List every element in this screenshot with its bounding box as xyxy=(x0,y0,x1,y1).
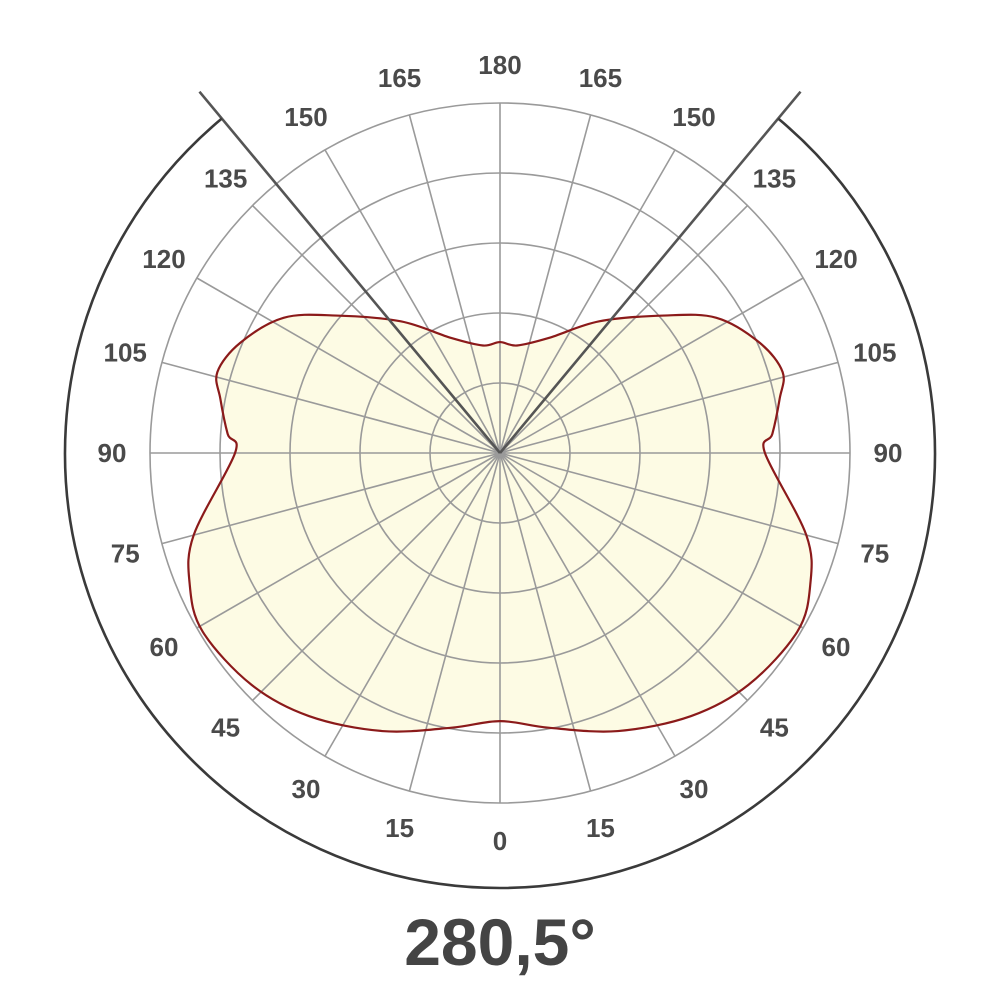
angle-tick-label: 150 xyxy=(672,102,715,132)
angle-tick-label: 135 xyxy=(753,164,796,194)
angle-tick-label: 165 xyxy=(378,63,421,93)
angle-tick-label: 90 xyxy=(98,438,127,468)
grid-spoke xyxy=(499,204,749,454)
angle-tick-label: 90 xyxy=(874,438,903,468)
grid-spoke xyxy=(408,452,501,792)
angle-tick-label: 150 xyxy=(284,102,327,132)
angle-tick-label: 45 xyxy=(760,712,789,742)
grid-spoke xyxy=(408,114,501,454)
angle-tick-label: 30 xyxy=(680,774,709,804)
beam-angle-line xyxy=(198,90,501,454)
grid-spoke xyxy=(324,149,501,454)
angle-tick-label: 60 xyxy=(822,632,851,662)
angle-tick-label: 165 xyxy=(579,63,622,93)
angle-tick-label: 30 xyxy=(292,774,321,804)
angle-tick-label: 75 xyxy=(860,538,889,568)
grid-spoke xyxy=(499,452,749,702)
angle-tick-label: 45 xyxy=(211,712,240,742)
grid-spoke xyxy=(499,452,592,792)
angle-tick-label: 120 xyxy=(814,244,857,274)
grid-spoke xyxy=(251,204,501,454)
angle-tick-label: 75 xyxy=(111,538,140,568)
grid-spoke xyxy=(161,452,501,545)
grid-spoke xyxy=(196,452,501,629)
grid-spoke xyxy=(499,149,676,454)
grid-spoke xyxy=(499,452,839,545)
angle-tick-label: 15 xyxy=(586,813,615,843)
intensity-curve xyxy=(187,313,813,733)
angle-tick-label: 180 xyxy=(478,50,521,80)
grid-spoke xyxy=(161,361,501,454)
grid-spoke xyxy=(499,114,592,454)
beam-angle-arc xyxy=(63,117,937,890)
angle-tick-label: 105 xyxy=(104,338,147,368)
grid-spoke xyxy=(499,277,804,454)
angle-tick-label: 15 xyxy=(385,813,414,843)
chart-title: 280,5° xyxy=(404,905,596,979)
angle-tick-label: 60 xyxy=(150,632,179,662)
grid-spoke xyxy=(499,452,676,757)
grid-spoke xyxy=(324,452,501,757)
beam-angle-line xyxy=(499,90,802,454)
angle-tick-label: 105 xyxy=(853,338,896,368)
grid-spoke xyxy=(499,361,839,454)
angle-tick-label: 135 xyxy=(204,164,247,194)
grid-spoke xyxy=(196,277,501,454)
angle-tick-label: 120 xyxy=(142,244,185,274)
angle-tick-label: 0 xyxy=(493,826,507,856)
grid-spoke xyxy=(499,452,804,629)
grid-spoke xyxy=(251,452,501,702)
